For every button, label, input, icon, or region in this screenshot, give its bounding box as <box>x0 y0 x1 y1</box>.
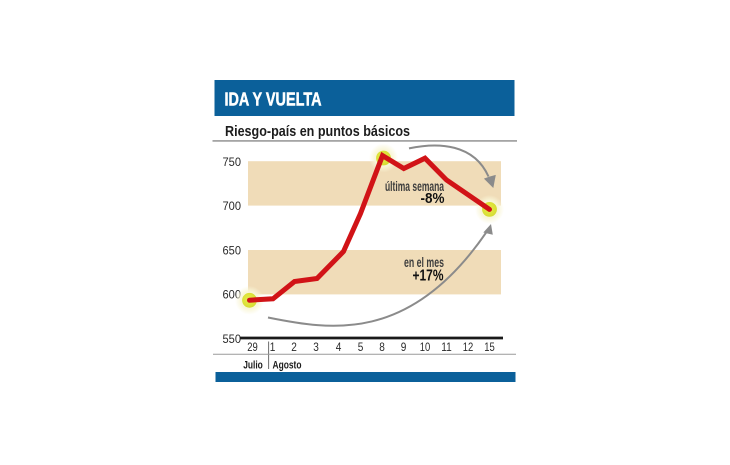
svg-text:8: 8 <box>379 342 385 354</box>
svg-text:15: 15 <box>484 342 495 354</box>
svg-text:10: 10 <box>420 342 431 354</box>
svg-text:650: 650 <box>223 243 242 257</box>
svg-text:700: 700 <box>223 199 242 213</box>
svg-text:5: 5 <box>358 342 364 354</box>
svg-text:1: 1 <box>270 342 276 354</box>
svg-text:Agosto: Agosto <box>273 359 302 371</box>
svg-text:en el mes: en el mes <box>404 254 444 270</box>
svg-text:-8%: -8% <box>421 191 445 207</box>
svg-text:750: 750 <box>223 155 242 169</box>
svg-text:Riesgo-país en puntos básicos: Riesgo-país en puntos básicos <box>225 124 410 140</box>
svg-text:+17%: +17% <box>413 268 444 285</box>
svg-text:9: 9 <box>401 342 407 354</box>
svg-text:550: 550 <box>223 332 242 346</box>
svg-text:IDA Y VUELTA: IDA Y VUELTA <box>225 90 322 110</box>
svg-text:11: 11 <box>441 342 452 354</box>
svg-text:2: 2 <box>291 342 297 354</box>
svg-text:4: 4 <box>336 342 342 354</box>
svg-text:3: 3 <box>313 342 319 354</box>
svg-text:12: 12 <box>463 342 474 354</box>
svg-text:Julio: Julio <box>243 359 263 371</box>
svg-text:29: 29 <box>247 342 258 354</box>
svg-text:última semana: última semana <box>385 178 444 194</box>
